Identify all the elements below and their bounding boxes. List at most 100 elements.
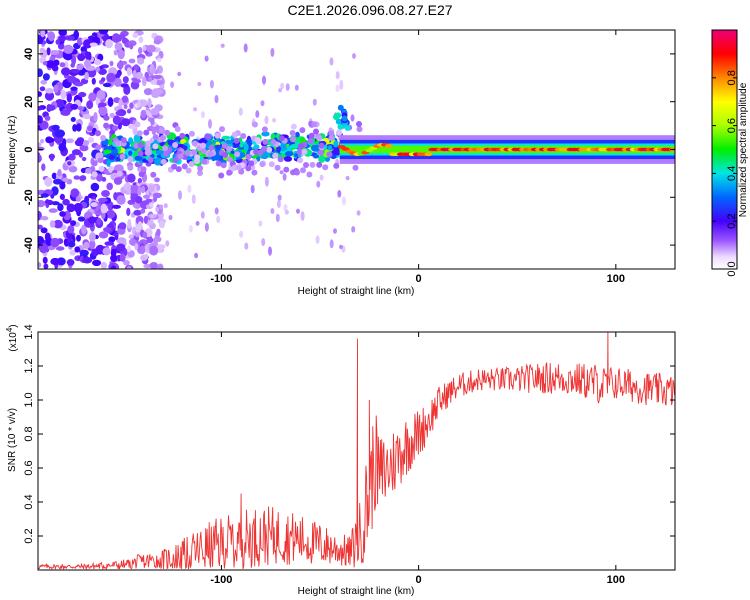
halo-blob [259,161,266,168]
colorbar-gradient [712,30,737,269]
colorbar-label: Normalized spectral amplitude [738,82,749,217]
noise-blob [112,115,121,125]
snr-y-tick-label: 1.4 [23,324,35,339]
noise-blob [168,214,173,221]
colorbar-tick-label: 0.6 [726,118,738,133]
noise-blob [38,142,42,147]
noise-blob [123,260,130,266]
colorbar-tick-label: 0.0 [726,261,738,276]
noise-blob [283,204,288,212]
noise-blob [128,58,136,64]
noise-blob [113,177,123,185]
noise-blob [151,127,157,135]
noise-blob [133,79,142,84]
noise-blob [70,188,80,198]
halo-blob [272,152,279,159]
noise-blob [284,209,289,215]
noise-blob [58,30,67,37]
onset-blob [115,157,121,162]
noise-blob [194,252,199,259]
noise-blob [93,59,102,66]
onset-blob [107,138,113,146]
noise-blob [270,208,275,214]
noise-blob [44,199,54,204]
noise-blob [268,246,272,256]
noise-blob [50,257,60,266]
noise-blob [116,61,124,69]
halo-blob [219,126,225,133]
noise-blob [142,231,148,239]
noise-blob [75,196,81,202]
halo-blob [308,132,315,139]
noise-blob [66,203,76,213]
noise-blob [92,36,100,43]
noise-blob [350,114,355,122]
noise-blob [135,225,140,233]
halo-blob [261,145,268,152]
noise-blob [220,43,225,48]
noise-blob [83,59,92,68]
noise-blob [71,69,80,74]
noise-blob [53,84,59,94]
halo-blob [221,142,228,149]
noise-blob [264,115,269,125]
noise-blob [38,68,43,77]
halo-blob [160,134,167,141]
halo-blob [191,140,198,147]
halo-blob [336,129,342,136]
halo-blob [207,151,214,158]
halo-blob [214,132,221,139]
noise-blob [150,108,160,116]
noise-blob [135,71,144,80]
noise-blob [47,31,56,42]
snr-y-tick-label: 0.6 [23,460,35,475]
noise-blob [38,243,49,254]
noise-blob [57,203,64,212]
noise-blob [204,222,209,232]
onset-blob [128,150,133,156]
halo-blob [227,156,233,163]
halo-blob [127,156,134,163]
noise-blob [101,177,107,182]
noise-blob [294,84,299,91]
halo-blob [184,150,191,156]
noise-blob [159,84,165,89]
noise-blob [137,99,142,108]
noise-blob [157,263,164,269]
noise-blob [45,88,54,94]
halo-blob [188,161,195,167]
noise-blob [145,198,153,203]
noise-blob [100,261,107,269]
noise-blob [60,90,67,100]
noise-blob [38,154,42,163]
halo-blob [97,152,104,159]
noise-blob [79,249,89,257]
spectrogram-x-axis-label: Height of straight line (km) [298,286,415,297]
noise-blob [137,177,143,184]
noise-blob [150,214,155,219]
tone-blob [424,152,433,157]
noise-blob [96,89,106,100]
noise-blob [62,198,70,206]
halo-blob [300,167,306,174]
noise-blob [126,67,132,76]
halo-blob [91,160,98,167]
halo-blob [231,131,238,138]
halo-blob [317,149,324,156]
spectrogram-y-axis-label: Frequency (Hz) [7,116,18,185]
noise-blob [153,237,159,245]
noise-blob [39,86,46,92]
noise-blob [67,241,76,248]
halo-blob [257,149,264,156]
noise-blob [143,88,153,96]
onset-blob [133,134,141,142]
noise-blob [43,263,49,269]
noise-blob [42,256,48,264]
halo-blob [296,149,303,155]
noise-blob [278,88,283,93]
halo-blob [316,135,323,142]
noise-blob [138,36,144,43]
noise-blob [48,208,58,213]
noise-blob [38,146,45,151]
halo-blob [95,144,102,151]
